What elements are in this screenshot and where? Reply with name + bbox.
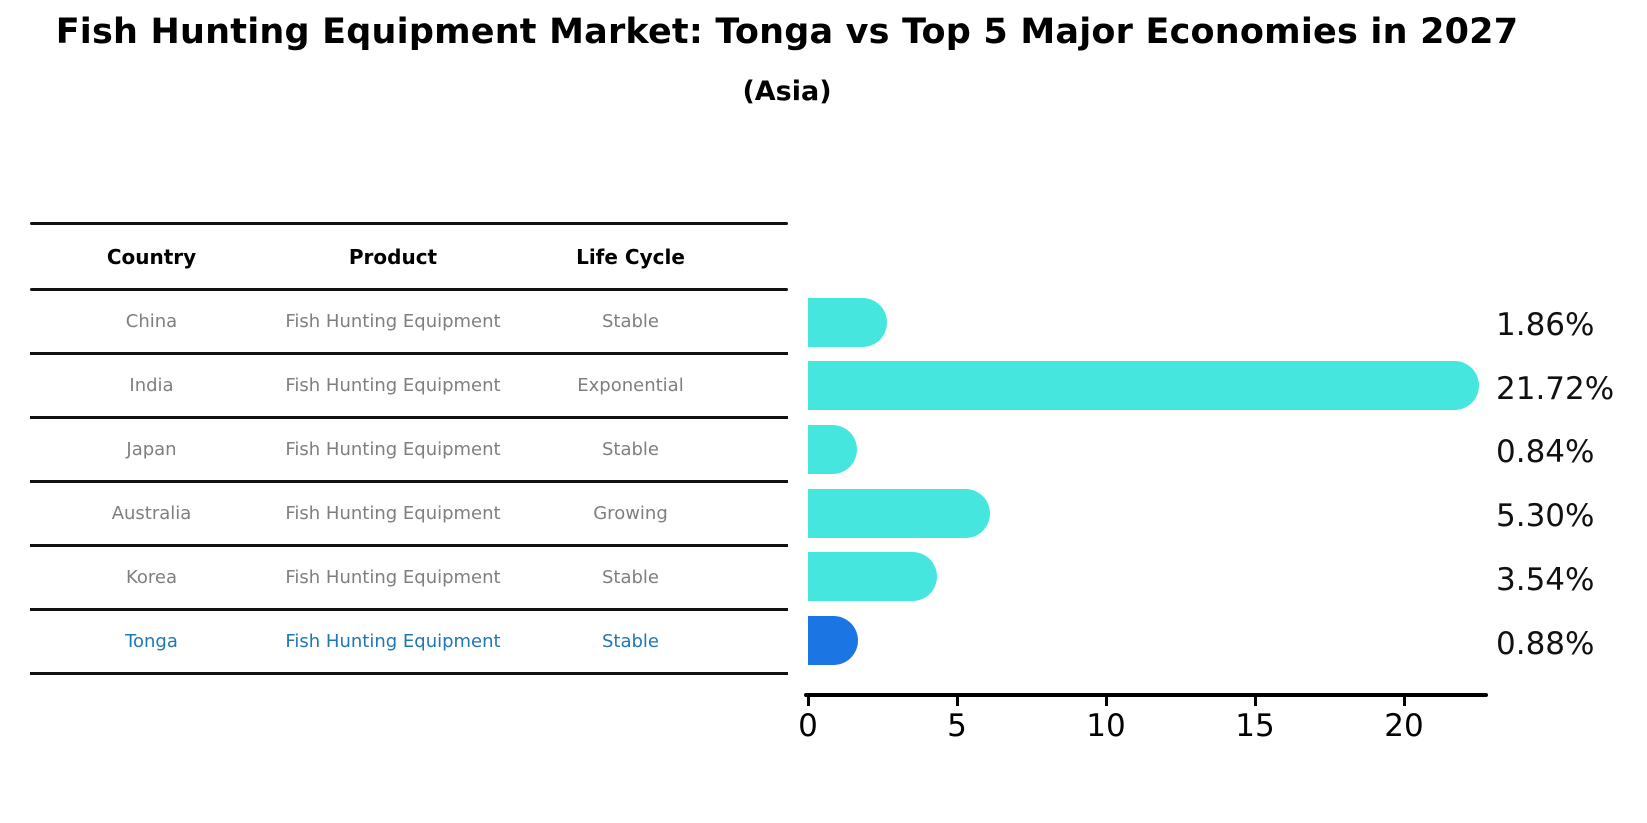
table-header-rule [30,288,788,291]
x-axis-tick-label: 15 [1235,708,1275,744]
table-row: China Fish Hunting Equipment Stable [30,291,788,355]
country-cell: China [125,311,178,332]
x-axis-tick-label: 0 [798,708,818,744]
table-header-row: Country Product Life Cycle [30,225,788,288]
life-cycle-cell: Stable [601,631,659,652]
product-cell: Fish Hunting Equipment [285,311,501,332]
life-cycle-cell: Stable [601,439,659,460]
table-row: Tonga Fish Hunting Equipment Stable [30,611,788,675]
country-cell: Japan [126,439,177,460]
table-top-rule [30,222,788,225]
table-row: India Fish Hunting Equipment Exponential [30,355,788,419]
bar [808,424,858,474]
table-row: Korea Fish Hunting Equipment Stable [30,547,788,611]
product-cell: Fish Hunting Equipment [285,631,501,652]
value-label: 1.86% [1496,307,1595,343]
value-label: 3.54% [1496,561,1595,598]
life-cycle-cell: Stable [601,311,659,332]
value-label: 0.84% [1496,434,1595,471]
value-label: 5.30% [1496,498,1595,535]
bar [808,552,938,602]
chart-subtitle: (Asia) [742,76,832,107]
bar [808,488,990,538]
column-header-product: Product [348,244,438,269]
product-cell: Fish Hunting Equipment [285,503,501,524]
table-row: Japan Fish Hunting Equipment Stable [30,419,788,483]
life-cycle-cell: Stable [601,567,659,588]
x-axis-tick [1402,696,1406,706]
x-axis-tick-label: 5 [947,708,967,744]
x-axis-tick [1253,696,1257,706]
value-label: 0.88% [1496,625,1595,662]
column-header-country: Country [106,244,197,269]
value-label: 21.72% [1496,370,1615,407]
x-axis-tick-label: 20 [1384,708,1424,744]
x-axis-line [804,693,1488,697]
table-row: Australia Fish Hunting Equipment Growing [30,483,788,547]
product-cell: Fish Hunting Equipment [285,567,501,588]
country-cell: Korea [125,567,178,588]
bar [808,297,888,347]
x-axis-tick [806,696,810,706]
life-cycle-cell: Exponential [577,375,684,396]
product-cell: Fish Hunting Equipment [285,375,501,396]
product-cell: Fish Hunting Equipment [285,439,501,460]
country-cell: Australia [111,503,192,524]
country-cell: Tonga [125,631,178,652]
x-axis-tick [955,696,959,706]
x-axis-tick-label: 10 [1086,708,1126,744]
column-header-life-cycle: Life Cycle [576,244,685,269]
life-cycle-cell: Growing [593,503,668,524]
chart-title: Fish Hunting Equipment Market: Tonga vs … [55,12,1519,52]
x-axis-tick [1104,696,1108,706]
bar [808,361,1480,411]
bar [808,616,859,665]
country-cell: India [129,375,174,396]
table-rows: China Fish Hunting Equipment Stable Indi… [30,291,788,675]
